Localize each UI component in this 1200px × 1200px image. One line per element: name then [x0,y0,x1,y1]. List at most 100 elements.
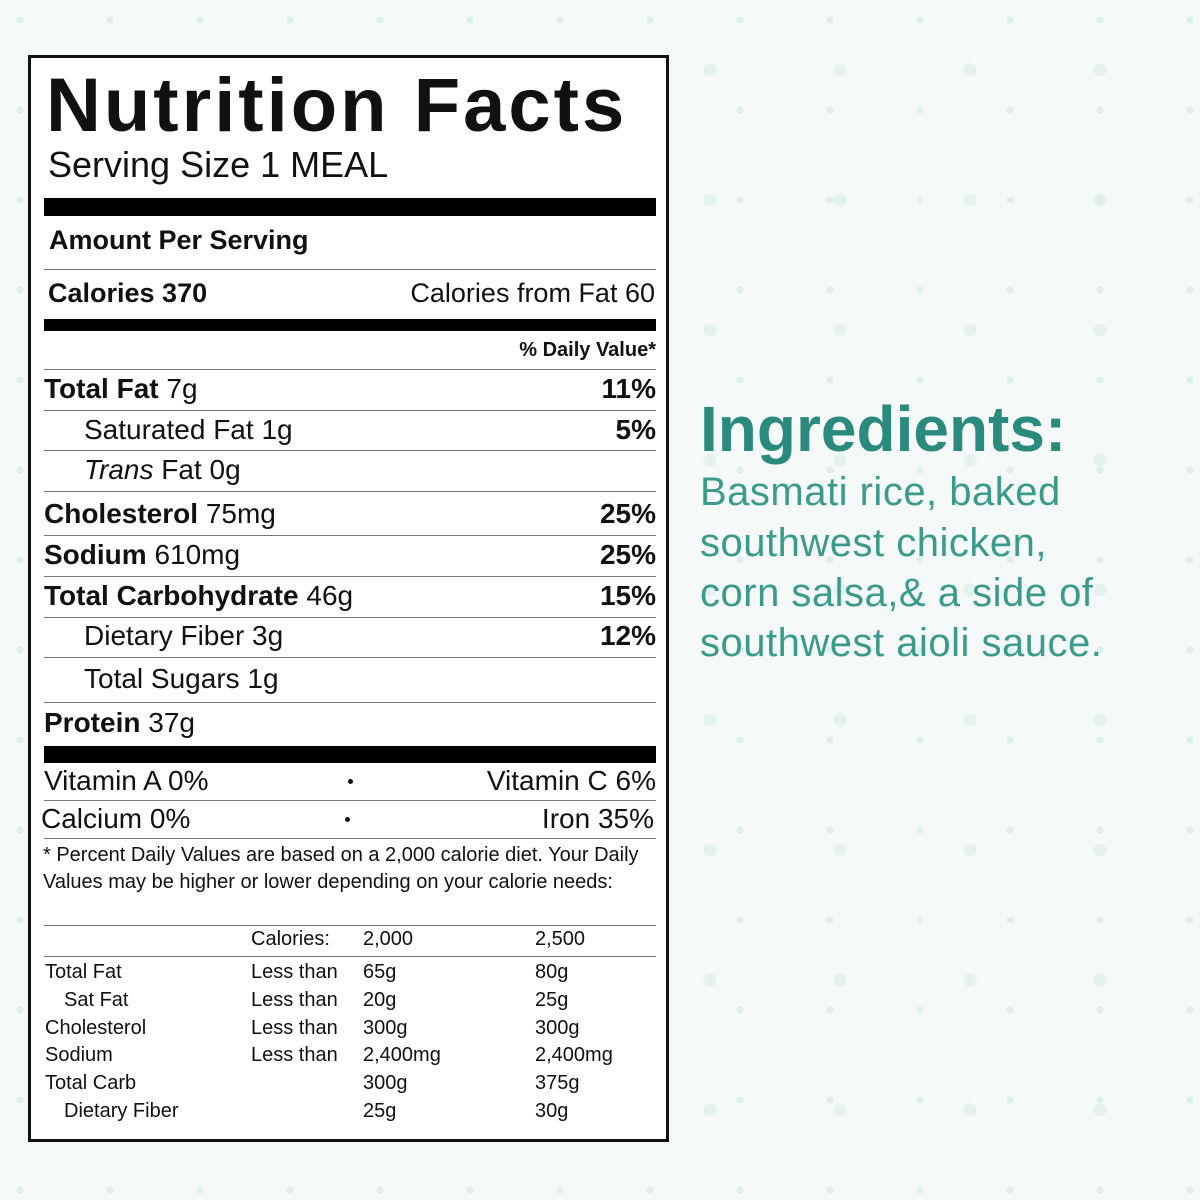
rule [44,800,656,801]
label-title: Nutrition Facts [46,63,628,148]
ingredients-line: southwest aioli sauce. [700,621,1103,665]
ingredients-line: southwest chicken, [700,521,1047,565]
table-cell: Less than [251,988,338,1011]
rule [44,369,656,370]
ingredients-title: Ingredients: [700,393,1067,465]
footnote: * Percent Daily Values are based on a 2,… [43,844,639,893]
bullet [345,816,350,822]
table-header: 2,000 [363,928,414,950]
nutrient-amount: 7g [166,373,198,404]
nutrient-row: Total Fat 7g 11% [44,371,656,407]
rule [44,491,656,492]
calories-row: Calories 370 Calories from Fat 60 [48,275,655,311]
ingredients-line: Basmati rice, baked [700,470,1061,514]
thick-rule [44,319,656,331]
bullet [347,778,353,784]
table-cell: 2,400mg [363,1044,441,1067]
rule [44,838,656,839]
table-cell: 300g [363,1072,408,1095]
table-cell: 30g [535,1100,569,1122]
vitamin-row: Calcium 0% Iron 35% [41,801,654,837]
nutrient-dv: 25% [599,539,656,570]
table-cell: Less than [251,961,338,983]
thick-rule [44,198,656,216]
nutrient-row: Saturated Fat 1g 5% [44,412,656,448]
nutrient-name: Cholesterol [44,498,199,529]
table-cell: 25g [363,1100,397,1122]
table-cell: 65g [363,961,397,983]
nutrient-amount: 0g [209,454,241,485]
rule [44,925,656,926]
nutrient-row: Total Sugars 1g [44,661,656,697]
table-cell: 2,400mg [535,1044,613,1067]
nutrient-amount: 75mg [205,498,276,529]
vitamin: Iron 35% [541,803,654,834]
nutrient-row: Protein 37g [44,705,656,741]
nutrient-amount: 3g [252,620,284,651]
dv-header: % Daily Value* [519,338,656,361]
calories-from-fat: Calories from Fat 60 [410,277,655,308]
nutrient-amount: 1g [247,663,279,694]
nutrient-row: Total Carbohydrate 46g 15% [44,578,656,614]
nutrient-dv: 12% [599,620,656,651]
table-cell: Dietary Fiber [64,1100,179,1122]
rule [44,535,656,536]
table-cell: Less than [251,1044,338,1067]
nutrient-amount: 46g [306,580,354,611]
rule [44,450,656,451]
nutrient-name: Saturated Fat [84,414,254,445]
vitamin-row: Vitamin A 0% Vitamin C 6% [44,763,656,799]
nutrient-name: Total Carbohydrate [44,580,299,611]
nutrient-name: Total Sugars [84,663,240,694]
table-header: 2,500 [535,928,586,950]
rule [44,617,656,618]
nutrient-name: Protein [44,707,141,738]
table-header: Calories: [251,928,330,950]
table-cell: Total Fat [45,961,122,983]
rule [44,269,656,270]
text: Amount Per Serving [49,224,309,255]
rule [44,410,656,411]
amount-per-serving: Amount Per Serving [49,222,661,258]
vitamin: Vitamin A 0% [44,765,209,796]
table-cell: 300g [363,1016,408,1039]
nutrient-amount: 1g [261,414,293,445]
ingredients-line: corn salsa,& a side of [700,571,1094,615]
rule [44,702,656,703]
nutrient-amount: 610mg [154,539,241,570]
serving-size: Serving Size 1 MEAL [48,144,389,185]
dv-header-row: % Daily Value* [44,332,656,368]
table-cell: Sat Fat [64,988,129,1011]
table-cell: Cholesterol [45,1016,147,1039]
vitamin: Vitamin C 6% [486,765,656,796]
nutrient-dv: 5% [615,414,656,445]
nutrient-row: Trans Fat 0g [44,452,656,488]
table-cell: 80g [535,961,569,983]
rule [44,576,656,577]
nutrient-name-italic: Trans [84,454,154,485]
nutrition-label [28,55,669,1142]
table-cell: 300g [535,1016,580,1039]
nutrient-name: Total Fat [44,373,159,404]
table-cell: 375g [535,1072,580,1095]
table-cell: 20g [363,988,397,1011]
nutrient-name: Sodium [44,539,147,570]
thick-rule [44,746,656,763]
nutrient-row: Sodium 610mg 25% [44,537,656,573]
nutrient-dv: 15% [599,580,656,611]
nutrient-dv: 25% [599,498,656,529]
table-cell: Sodium [45,1044,113,1067]
nutrient-amount: 37g [148,707,195,738]
nutrient-name: Dietary Fiber [84,620,245,651]
calories: Calories 370 [48,277,208,308]
rule [44,657,656,658]
table-cell: 25g [535,988,569,1011]
nutrient-row: Dietary Fiber 3g 12% [44,618,656,654]
nutrient-dv: 11% [601,373,657,404]
nutrient-name: Fat [161,454,202,485]
table-cell: Total Carb [45,1072,137,1095]
table-cell: Less than [251,1016,338,1039]
vitamin: Calcium 0% [41,803,191,834]
